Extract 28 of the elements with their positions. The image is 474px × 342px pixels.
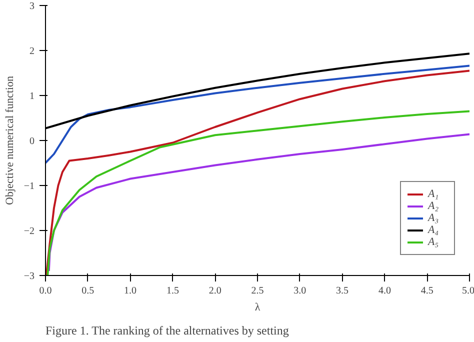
legend-label: A₅ (428, 236, 440, 248)
x-tick-label: 3.0 (294, 286, 306, 296)
legend-label: A₄ (428, 224, 440, 236)
x-tick-label: 1.5 (166, 286, 179, 296)
x-tick-label: 0.5 (82, 286, 94, 296)
legend-label: A₁ (428, 188, 440, 200)
legend-label: A₃ (428, 212, 440, 224)
x-tick-label: 0.0 (39, 286, 52, 296)
x-tick-label: 3.5 (336, 286, 349, 296)
y-tick-label: −2 (24, 226, 34, 237)
line-series (46, 64, 470, 164)
line-series (48, 133, 470, 272)
y-axis-title: Objective numerical function (4, 76, 16, 205)
caption: Figure 1. The ranking of the alternatives by setting (46, 324, 289, 338)
y-tick-label: 2 (30, 46, 34, 57)
x-tick-label: 4.5 (420, 286, 434, 296)
x-tick-label: 4.0 (378, 286, 391, 296)
y-tick-label: 1 (30, 91, 34, 102)
y-tick-label: 0 (30, 136, 34, 147)
x-tick-label: 1.0 (124, 286, 137, 296)
x-axis-title: λ (254, 302, 261, 314)
y-tick-label: 3 (30, 1, 34, 12)
y-tick-label: −1 (24, 181, 34, 192)
legend-label: A₂ (428, 200, 440, 212)
x-tick-label: 2.5 (251, 286, 264, 296)
x-tick-label: 2.0 (208, 286, 222, 296)
x-tick-label: 5.0 (462, 286, 474, 296)
y-tick-label: −3 (24, 271, 34, 282)
